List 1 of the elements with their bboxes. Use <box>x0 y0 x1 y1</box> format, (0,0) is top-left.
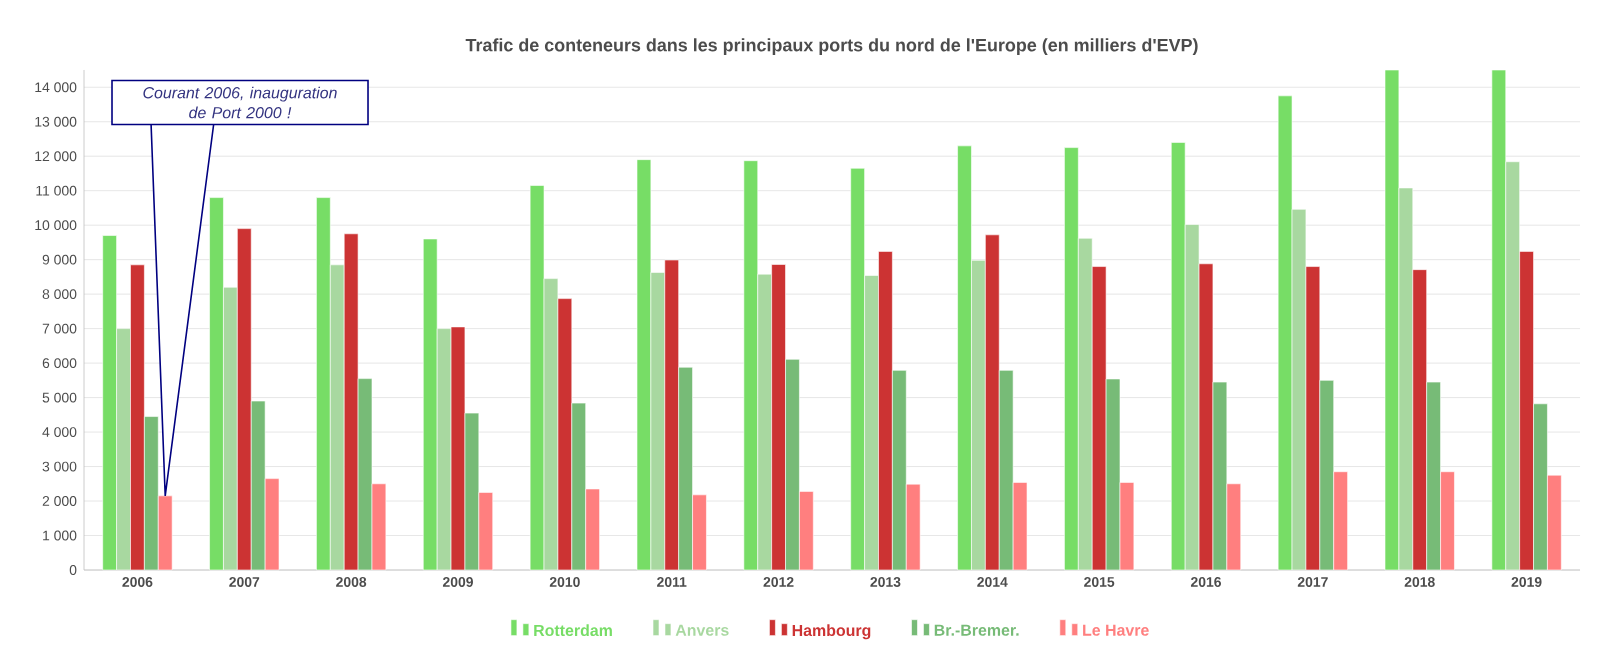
chart-title: Trafic de conteneurs dans les principaux ports du nord de l'Europe (en milliers d'EVP) <box>465 38 1198 55</box>
